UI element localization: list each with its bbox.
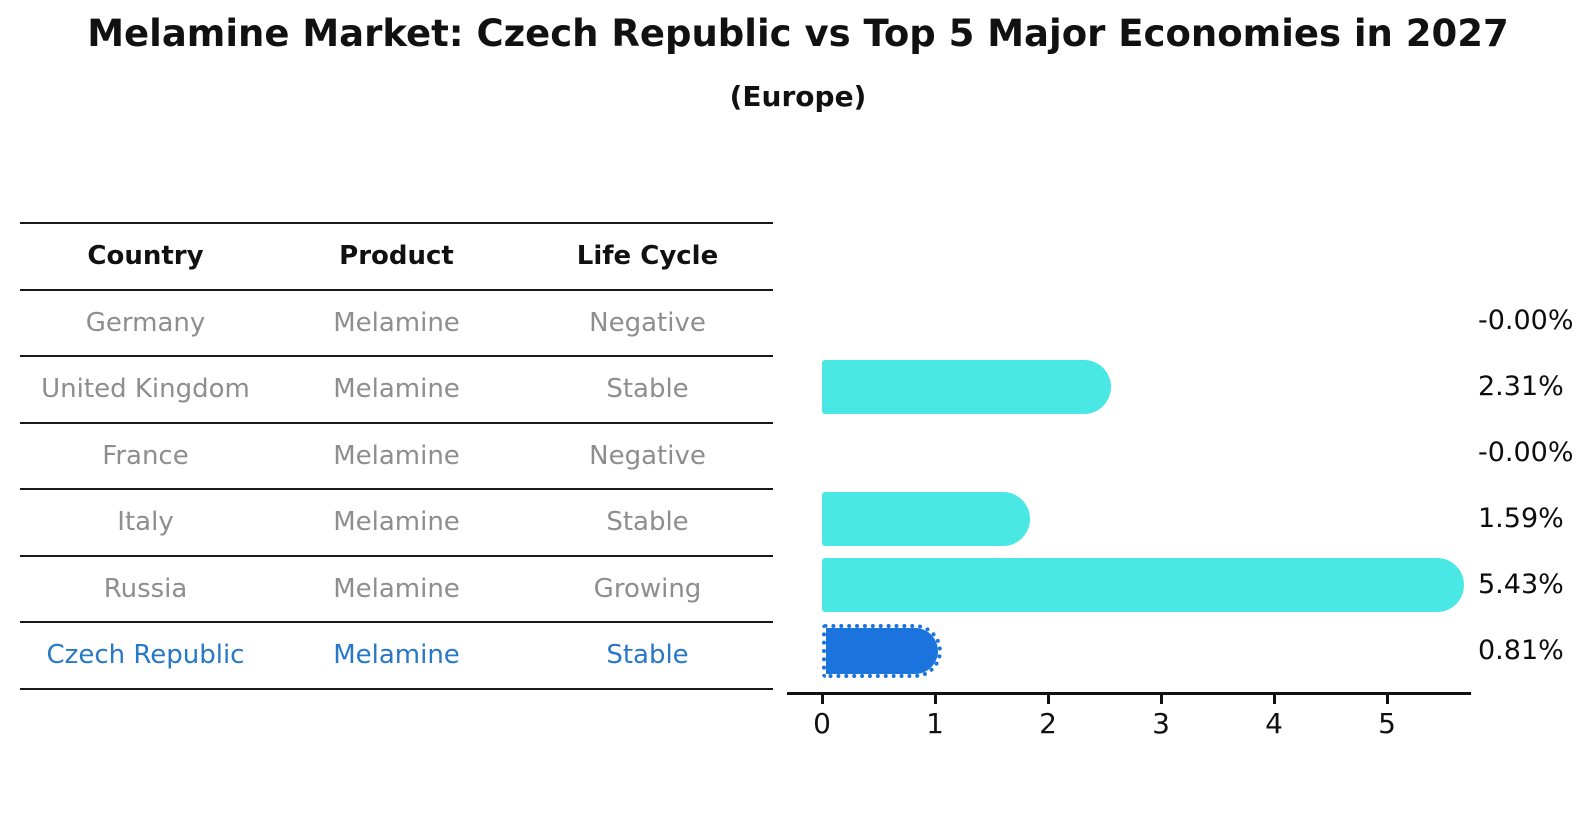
country-cell: United Kingdom: [41, 374, 250, 405]
x-tick: [1273, 695, 1276, 704]
bar-united-kingdom: [822, 360, 1111, 414]
x-tick-label: 1: [926, 707, 944, 740]
x-tick: [934, 695, 937, 704]
x-tick: [821, 695, 824, 704]
page-title: Melamine Market: Czech Republic vs Top 5…: [87, 12, 1509, 55]
lifecycle-cell: Growing: [593, 573, 702, 604]
x-tick: [1047, 695, 1050, 704]
table-row: France Melamine Negative: [20, 424, 773, 490]
lifecycle-cell: Negative: [589, 307, 706, 338]
country-cell: Germany: [85, 307, 206, 338]
lifecycle-cell: Stable: [606, 507, 689, 538]
table-row: Germany Melamine Negative: [20, 291, 773, 357]
x-tick-label: 2: [1039, 707, 1057, 740]
value-label: -0.00%: [1478, 305, 1574, 336]
x-axis-line: [787, 692, 1471, 695]
value-label: 5.43%: [1478, 569, 1564, 600]
page-subtitle: (Europe): [729, 80, 867, 113]
x-tick-label: 3: [1152, 707, 1170, 740]
product-cell: Melamine: [333, 573, 460, 604]
lifecycle-cell: Negative: [589, 440, 706, 471]
bar-italy: [822, 492, 1030, 546]
x-tick: [1386, 695, 1389, 704]
table-row: Czech Republic Melamine Stable: [20, 623, 773, 690]
table-row: Italy Melamine Stable: [20, 490, 773, 557]
table-header-row: Country Product Life Cycle: [20, 224, 773, 291]
product-cell: Melamine: [333, 307, 460, 338]
product-cell: Melamine: [333, 374, 460, 405]
table-row: United Kingdom Melamine Stable: [20, 357, 773, 424]
value-label: 0.81%: [1478, 635, 1564, 666]
col-header-country: Country: [87, 241, 204, 272]
x-tick-label: 4: [1265, 707, 1283, 740]
col-header-product: Product: [339, 241, 454, 272]
value-label: -0.00%: [1478, 437, 1574, 468]
country-cell: France: [102, 440, 189, 471]
x-tick-label: 5: [1378, 707, 1396, 740]
table-row: Russia Melamine Growing: [20, 557, 773, 623]
bar-russia: [822, 558, 1464, 612]
table-body: Germany Melamine Negative United Kingdom Mel…: [20, 291, 773, 690]
col-header-lifecycle: Life Cycle: [576, 241, 719, 272]
value-label: 1.59%: [1478, 503, 1564, 534]
country-cell: Russia: [103, 573, 188, 604]
product-cell: Melamine: [333, 640, 460, 671]
lifecycle-cell: Stable: [606, 640, 689, 671]
country-cell: Italy: [117, 507, 174, 538]
lifecycle-cell: Stable: [606, 374, 689, 405]
x-tick-label: 0: [813, 707, 831, 740]
country-table: Country Product Life Cycle Germany Melami…: [20, 222, 773, 690]
product-cell: Melamine: [333, 440, 460, 471]
value-label: 2.31%: [1478, 371, 1564, 402]
x-tick: [1160, 695, 1163, 704]
bar-czech-republic: [822, 624, 942, 678]
country-cell: Czech Republic: [46, 640, 245, 671]
product-cell: Melamine: [333, 507, 460, 538]
